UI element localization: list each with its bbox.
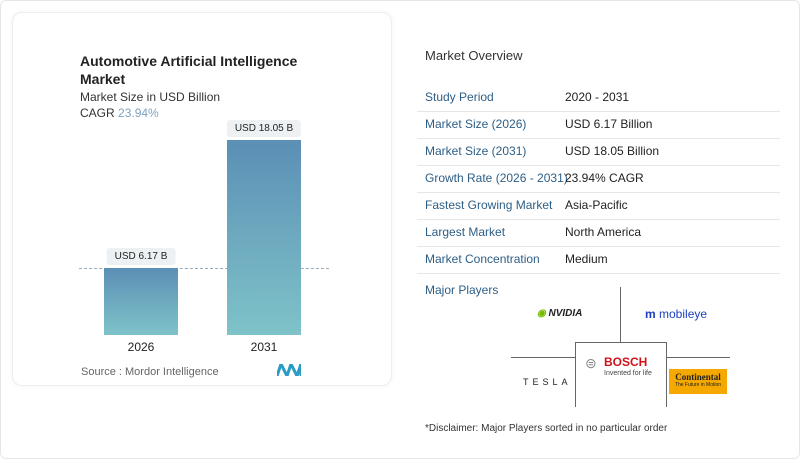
overview-row: Growth Rate (2026 - 2031) 23.94% CAGR [417,165,780,193]
row-label: Fastest Growing Market [425,198,553,212]
data-label: USD 6.17 B [106,248,176,266]
bosch-logo-box [575,342,667,407]
source: Source : Mordor Intelligence [81,366,219,378]
row-label: Market Size (2026) [425,117,527,131]
row-label: Study Period [425,90,494,104]
row-value: 2020 - 2031 [565,90,630,104]
disclaimer: *Disclaimer: Major Players sorted in no … [425,423,668,434]
chart-title: Automotive Artificial Intelligence Marke… [80,53,298,87]
tesla-logo: TESLA [523,377,572,387]
x-tick-label: 2031 [250,340,278,354]
divider [666,357,730,358]
bosch-tagline: Invented for life [604,370,652,377]
row-value: Medium [565,252,608,266]
row-label: Market Concentration [425,252,540,266]
continental-tagline: The Future in Motion [674,382,722,388]
mordor-logo-icon [277,364,301,376]
overview-row: Market Size (2026) USD 6.17 Billion [417,111,780,139]
nvidia-logo: ◉ NVIDIA [537,308,583,319]
row-label: Market Size (2031) [425,144,527,158]
bar-2031 [227,140,301,335]
row-value: North America [565,225,642,239]
row-value: USD 18.05 Billion [565,144,660,158]
bosch-logo: BOSCH [604,355,648,369]
bar-2026 [104,268,178,335]
chart-subtitle: Market Size in USD Billion [80,90,221,104]
divider [620,287,621,342]
chart-card [12,12,392,386]
row-label: Growth Rate (2026 - 2031) [425,171,568,185]
mobileye-logo: m mobileye [645,307,708,321]
nvidia-logo-text: NVIDIA [548,308,583,319]
overview-row: Fastest Growing Market Asia-Pacific [417,192,780,220]
cagr-label: CAGR [80,106,115,120]
major-players-title: Major Players [425,283,499,297]
reference-line [79,268,329,269]
cagr-value: 23.94% [118,106,159,120]
bosch-icon: ⊜ [585,355,597,371]
overview-row: Study Period 2020 - 2031 [417,84,780,112]
overview-row: Market Size (2031) USD 18.05 Billion [417,138,780,166]
cagr: CAGR 23.94% [80,106,159,120]
continental-logo: Continental The Future in Motion [669,369,727,394]
row-value: Asia-Pacific [565,198,628,212]
overview-row: Market Concentration Medium [417,246,780,274]
overview-row: Largest Market North America [417,219,780,247]
divider [511,357,575,358]
data-label: USD 18.05 B [226,120,302,137]
mobileye-logo-text: mobileye [659,307,708,321]
continental-logo-text: Continental [675,372,721,382]
row-label: Largest Market [425,225,506,239]
x-tick-label: 2026 [127,340,155,354]
row-value: USD 6.17 Billion [565,117,653,131]
overview-title: Market Overview [425,48,523,63]
row-value: 23.94% CAGR [565,171,644,185]
